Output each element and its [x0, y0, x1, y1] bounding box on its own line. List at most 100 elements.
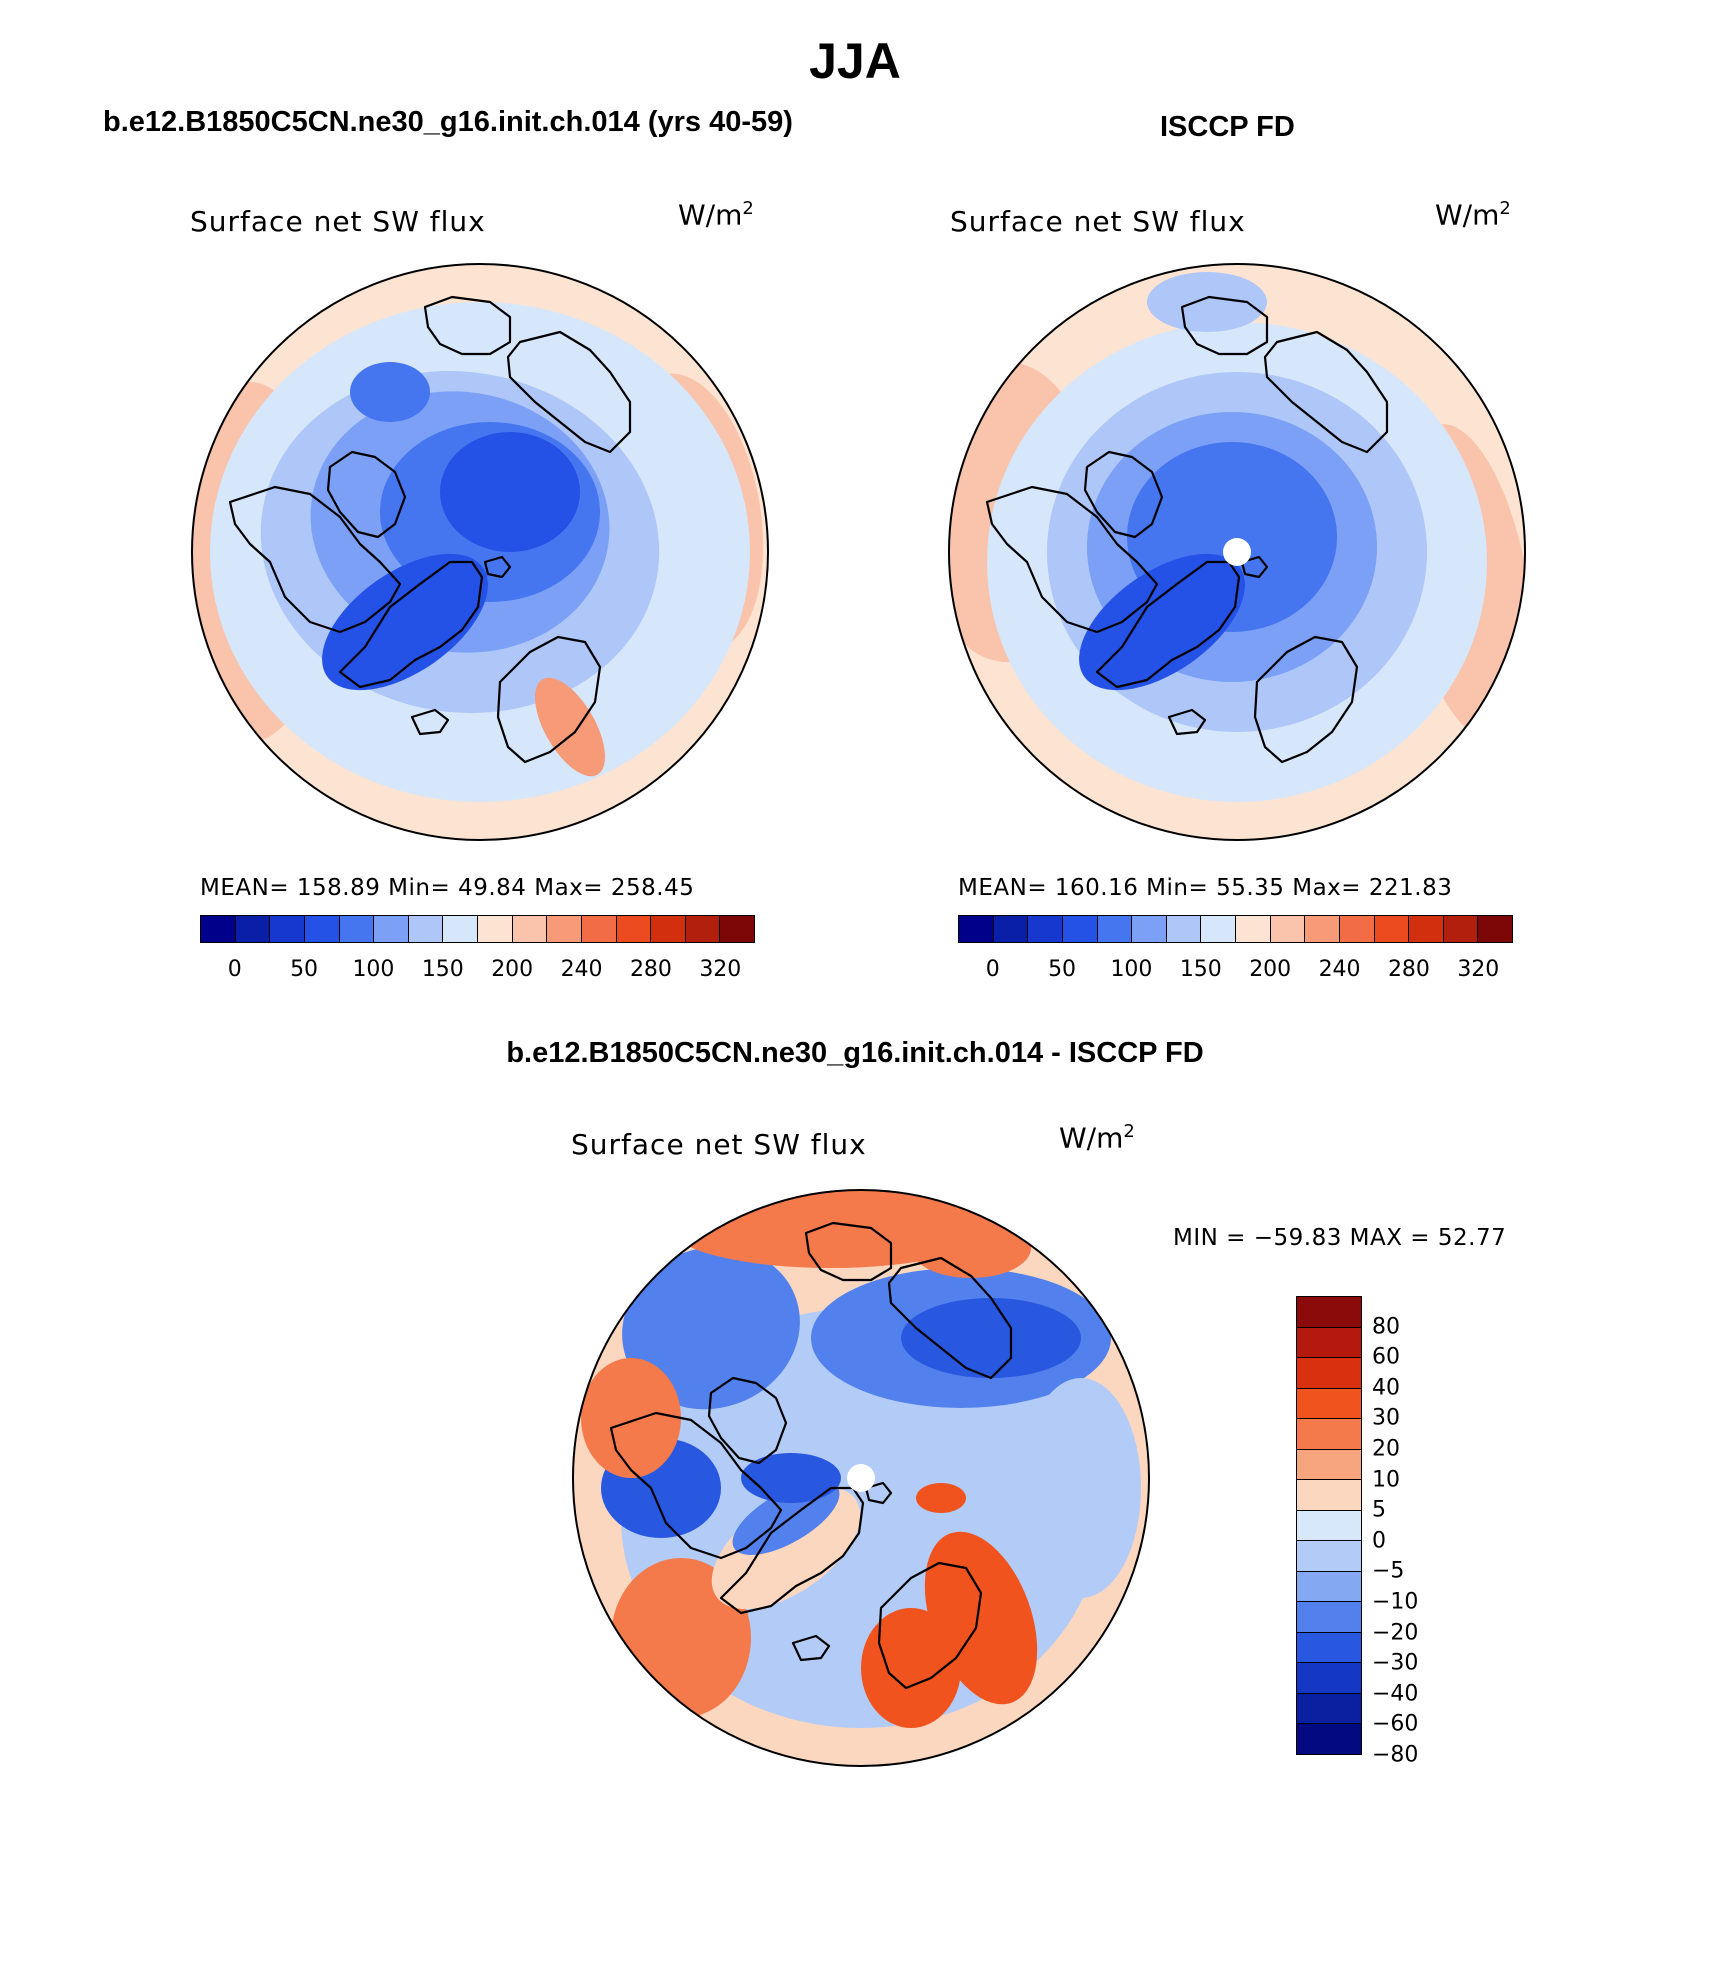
coastline-iceland	[791, 1634, 831, 1662]
colorbar-swatch	[1443, 916, 1479, 942]
model-variable-title: Surface net SW flux	[190, 205, 486, 238]
colorbar-swatch	[1409, 916, 1444, 942]
colorbar-tick-label: 0	[227, 957, 242, 982]
colorbar-swatch	[1166, 916, 1202, 942]
colorbar-tick-label: −30	[1372, 1650, 1419, 1676]
colorbar-swatch	[993, 916, 1029, 942]
obs-stats: MEAN= 160.16 Min= 55.35 Max= 221.83	[958, 875, 1453, 901]
colorbar-tick-label: 200	[1249, 957, 1292, 982]
colorbar-tick-label: 280	[629, 957, 672, 982]
colorbar-swatch	[443, 916, 478, 942]
coastline-greenland	[338, 560, 484, 689]
colorbar-swatch	[1297, 1541, 1361, 1572]
colorbar-tick-label: 240	[1318, 957, 1361, 982]
coastline-alaska	[423, 295, 512, 356]
colorbar-swatch	[1297, 1724, 1361, 1754]
colorbar-swatch	[1297, 1602, 1361, 1633]
coastline-greenland	[719, 1486, 865, 1615]
obs-colorbar	[958, 915, 1513, 943]
obs-units: W/m2	[1435, 198, 1511, 232]
colorbar-swatch	[1305, 916, 1340, 942]
colorbar-tick-label: −80	[1372, 1742, 1419, 1768]
colorbar-tick-label: 280	[1387, 957, 1430, 982]
coastline-iceland	[1167, 708, 1207, 736]
colorbar-tick-label: 50	[1048, 957, 1077, 982]
coastline-scandinavia	[1253, 635, 1359, 764]
colorbar-swatch	[478, 916, 513, 942]
colorbar-swatch	[1297, 1388, 1361, 1420]
colorbar-swatch	[1028, 916, 1063, 942]
colorbar-swatch	[1374, 916, 1410, 942]
colorbar-swatch	[720, 916, 754, 942]
colorbar-swatch	[1297, 1510, 1361, 1542]
colorbar-swatch	[1297, 1480, 1361, 1511]
colorbar-swatch	[201, 916, 236, 942]
colorbar-swatch	[374, 916, 409, 942]
colorbar-swatch	[270, 916, 305, 942]
colorbar-swatch	[547, 916, 582, 942]
coastline-archipelago	[707, 1376, 788, 1465]
colorbar-tick-label: 10	[1372, 1467, 1400, 1493]
coastline-canada	[609, 1411, 783, 1560]
colorbar-swatch	[1297, 1693, 1361, 1725]
colorbar-tick-label: 150	[1179, 957, 1222, 982]
colorbar-tick-label: −10	[1372, 1589, 1419, 1615]
colorbar-tick-label: −40	[1372, 1681, 1419, 1707]
colorbar-swatch	[1062, 916, 1098, 942]
colorbar-swatch	[1297, 1358, 1361, 1389]
coastline-svalbard	[1240, 555, 1269, 579]
diff-units: W/m2	[1059, 1121, 1135, 1155]
colorbar-swatch	[1297, 1663, 1361, 1694]
obs-dataset-heading: ISCCP FD	[1160, 111, 1295, 143]
coastline-svalbard	[864, 1481, 893, 1505]
model-stats: MEAN= 158.89 Min= 49.84 Max= 258.45	[200, 875, 695, 901]
coastline-canada	[228, 485, 402, 634]
colorbar-swatch	[616, 916, 652, 942]
colorbar-swatch	[1478, 916, 1512, 942]
difference-polar-map	[572, 1189, 1150, 1767]
obs-polar-map	[948, 263, 1526, 841]
obs-variable-title: Surface net SW flux	[950, 205, 1246, 238]
colorbar-tick-label: 320	[1457, 957, 1500, 982]
coastline-svalbard	[483, 555, 512, 579]
colorbar-tick-label: 80	[1372, 1314, 1400, 1340]
colorbar-swatch	[304, 916, 340, 942]
model-polar-map	[191, 263, 769, 841]
colorbar-tick-label: 40	[1372, 1375, 1400, 1401]
colorbar-tick-label: 240	[560, 957, 603, 982]
colorbar-swatch	[651, 916, 686, 942]
colorbar-tick-label: 100	[1110, 957, 1153, 982]
coastline-alaska	[804, 1221, 893, 1282]
coastline-scandinavia	[877, 1561, 983, 1690]
colorbar-tick-label: 20	[1372, 1436, 1400, 1462]
colorbar-swatch	[1339, 916, 1375, 942]
colorbar-tick-label: 50	[290, 957, 319, 982]
difference-colorbar	[1296, 1296, 1362, 1755]
coastline-alaska	[1180, 295, 1269, 356]
colorbar-swatch	[685, 916, 721, 942]
colorbar-tick-label: 30	[1372, 1405, 1400, 1431]
coastline-siberia	[506, 330, 632, 454]
colorbar-swatch	[408, 916, 444, 942]
colorbar-swatch	[959, 916, 994, 942]
colorbar-swatch	[1297, 1571, 1361, 1603]
colorbar-swatch	[1270, 916, 1306, 942]
season-title: JJA	[809, 33, 901, 89]
coastline-siberia	[1263, 330, 1389, 454]
colorbar-tick-label: −20	[1372, 1620, 1419, 1646]
colorbar-swatch	[235, 916, 271, 942]
colorbar-tick-label: −60	[1372, 1711, 1419, 1737]
colorbar-swatch	[512, 916, 548, 942]
colorbar-tick-label: 5	[1372, 1497, 1386, 1523]
diff-stats: MIN = −59.83 MAX = 52.77	[1173, 1225, 1507, 1251]
colorbar-tick-label: 100	[352, 957, 395, 982]
colorbar-swatch	[1201, 916, 1236, 942]
colorbar-swatch	[339, 916, 375, 942]
difference-heading: b.e12.B1850C5CN.ne30_g16.init.ch.014 - I…	[506, 1037, 1204, 1069]
colorbar-tick-label: 320	[699, 957, 742, 982]
coastline-archipelago	[1083, 450, 1164, 539]
colorbar-tick-label: 60	[1372, 1344, 1400, 1370]
colorbar-tick-label: 0	[985, 957, 1000, 982]
colorbar-swatch	[581, 916, 617, 942]
coastline-canada	[985, 485, 1159, 634]
